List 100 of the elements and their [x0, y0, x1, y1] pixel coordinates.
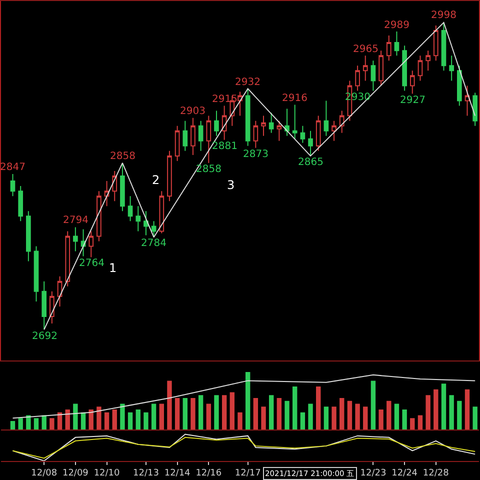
bar: [363, 406, 368, 430]
bar: [449, 395, 454, 430]
bar: [120, 404, 125, 430]
candlestick: [456, 65, 462, 106]
candlestick: [300, 125, 306, 144]
x-tick-label: 12/23: [360, 468, 386, 479]
candlestick: [120, 162, 125, 212]
annotation: 2784: [141, 238, 166, 249]
candlestick: [26, 210, 31, 262]
bar: [151, 404, 156, 430]
annotation: 3: [227, 178, 235, 192]
candlestick: [10, 174, 16, 197]
bar: [441, 384, 446, 430]
annotation: 2692: [32, 331, 58, 342]
candlestick: [34, 246, 39, 302]
bar: [355, 404, 360, 430]
candlestick: [433, 25, 438, 62]
annotation: 2: [152, 173, 160, 187]
candlestick: [182, 120, 188, 152]
candlestick: [441, 22, 446, 72]
bar: [386, 400, 392, 430]
bar: [26, 415, 31, 430]
candlestick: [96, 190, 102, 242]
candlestick: [316, 115, 321, 152]
candlestick: [144, 210, 148, 236]
bar: [434, 389, 438, 430]
annotation: 2794: [63, 215, 88, 226]
bar: [10, 421, 16, 430]
candlestick: [174, 125, 180, 162]
bar: [324, 406, 329, 430]
bar: [190, 398, 196, 430]
candlestick: [261, 115, 266, 136]
candlestick: [198, 120, 204, 152]
bar: [370, 380, 376, 430]
candlestick: [206, 115, 212, 164]
bar: [410, 418, 415, 430]
bar: [457, 400, 462, 430]
annotation: 1: [109, 261, 117, 275]
annotation: 2903: [180, 106, 206, 117]
candlestick: [464, 85, 470, 116]
candlestick: [402, 45, 407, 92]
x-tick-label: 12/13: [133, 468, 159, 479]
annotation: 2989: [384, 20, 410, 31]
candlestick: [50, 290, 54, 324]
bar: [198, 395, 204, 430]
bar: [136, 410, 140, 430]
candlestick: [324, 100, 329, 136]
annotation: 2858: [110, 151, 136, 162]
bar: [73, 404, 78, 430]
bar: [182, 398, 188, 430]
candlestick: [159, 190, 164, 234]
bar: [104, 412, 110, 430]
bar: [292, 386, 298, 430]
bar: [167, 380, 172, 430]
x-tick-label: 12/16: [196, 468, 222, 479]
candlestick: [151, 220, 156, 238]
candlestick: [284, 108, 290, 136]
candlestick: [370, 60, 376, 92]
candlestick: [355, 65, 360, 92]
annotation: 2916: [282, 93, 308, 104]
annotation: 2881: [212, 141, 238, 152]
bar: [253, 398, 258, 430]
x-tick-label: 12/14: [164, 468, 191, 479]
bar: [276, 398, 282, 430]
annotation: 2965: [353, 44, 378, 55]
candlestick: [65, 230, 70, 287]
bar: [230, 392, 235, 430]
candlestick: [190, 117, 196, 156]
bar: [50, 418, 54, 430]
candlestick: [308, 130, 313, 156]
bar: [96, 406, 102, 430]
candlestick: [410, 70, 415, 94]
bar: [214, 395, 219, 430]
x-tick-label: 12/09: [62, 468, 89, 479]
bar: [222, 395, 227, 430]
bar: [268, 395, 274, 430]
candlestick: [339, 110, 344, 134]
candlestick: [332, 120, 336, 142]
bar: [464, 389, 470, 430]
x-tick-label: 12/24: [392, 468, 418, 479]
candlestick: [57, 276, 62, 307]
bar: [159, 404, 164, 430]
annotation: 2858: [196, 164, 222, 175]
candlestick: [88, 230, 94, 258]
candlestick: [167, 150, 172, 202]
x-tick-label: 12/10: [94, 468, 120, 479]
bar: [238, 412, 242, 430]
candlestick: [18, 186, 24, 222]
annotation: 2873: [243, 149, 268, 160]
annotation: 2927: [400, 95, 426, 106]
annotation: 2865: [298, 157, 324, 168]
bar: [378, 410, 384, 430]
bar: [206, 404, 212, 430]
candlestick: [128, 196, 133, 222]
x-tick-label: 12/17: [234, 468, 261, 479]
candlestick: [394, 31, 400, 56]
bar: [18, 418, 23, 430]
candlestick: [472, 92, 478, 126]
bar: [261, 406, 266, 430]
bar: [332, 406, 336, 430]
